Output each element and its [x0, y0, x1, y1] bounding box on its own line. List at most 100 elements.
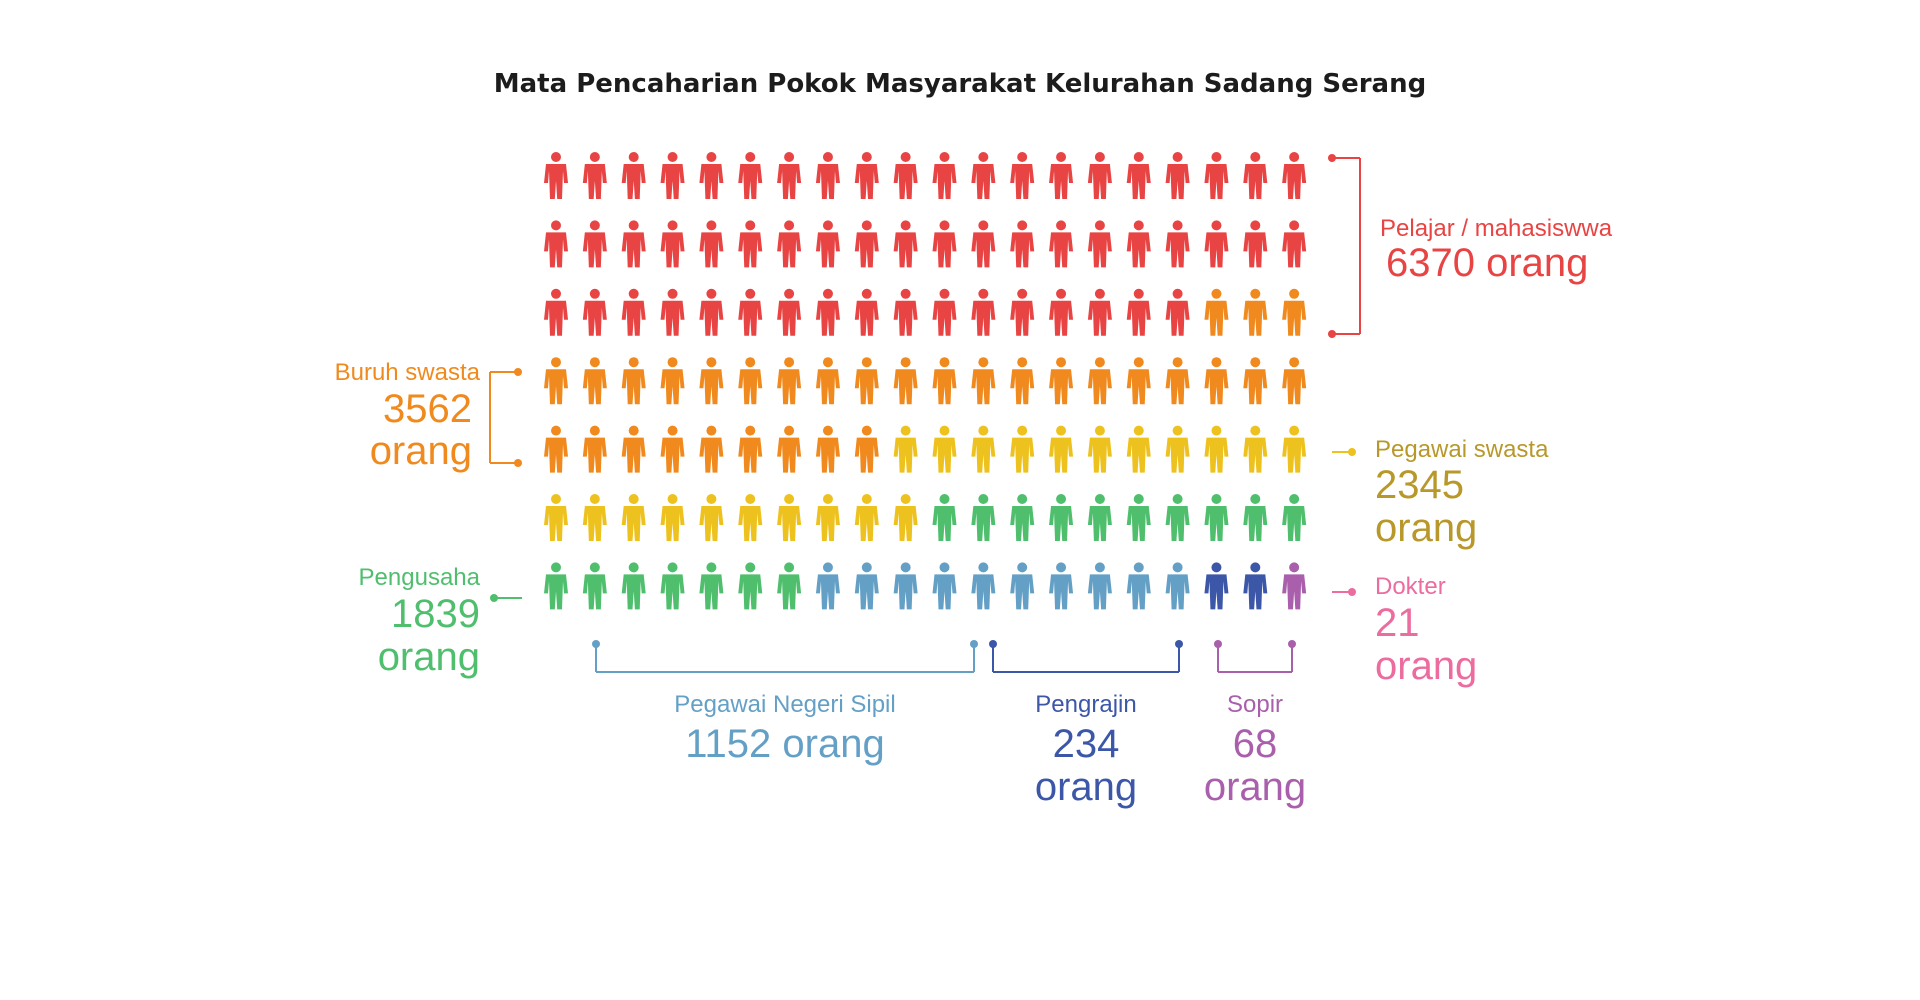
person-icon-buruh-swasta: [1282, 288, 1307, 336]
person-icon-pegawai-swasta: [893, 425, 918, 473]
unit-pengrajin: orang: [1035, 765, 1137, 809]
person-icon-pelajar-mahasiswwa: [777, 220, 802, 268]
person-icon-pelajar-mahasiswwa: [699, 152, 724, 199]
person-icon-pelajar-mahasiswwa: [1049, 220, 1074, 268]
person-icon-pegawai-swasta: [1204, 425, 1229, 473]
person-icon-pelajar-mahasiswwa: [660, 288, 685, 336]
person-icon-pelajar-mahasiswwa: [582, 152, 607, 199]
person-icon-buruh-swasta: [582, 425, 607, 473]
annotation-pelajar: Pelajar / mahasiswwa 6370 orang: [1328, 154, 1613, 338]
person-icon-buruh-swasta: [544, 425, 568, 473]
person-icon-pegawai-swasta: [854, 494, 879, 541]
person-icon-pengusaha: [932, 494, 957, 541]
value-buruh: 3562: [383, 387, 472, 431]
person-icon-pelajar-mahasiswwa: [544, 288, 568, 336]
person-icon-pengusaha: [660, 562, 685, 610]
person-icon-pengusaha: [1010, 494, 1035, 541]
person-icon-pengusaha: [582, 562, 607, 610]
person-icon-pegawai-swasta: [932, 425, 957, 473]
person-icon-buruh-swasta: [544, 357, 568, 405]
person-icon-pegawai-swasta: [777, 494, 802, 541]
bracket-buruh: [489, 368, 522, 467]
person-icon-pelajar-mahasiswwa: [815, 288, 840, 336]
person-icon-pelajar-mahasiswwa: [854, 152, 879, 199]
person-icon-pegawai-negeri-sipil: [1165, 562, 1190, 610]
person-icon-pelajar-mahasiswwa: [1126, 288, 1151, 336]
person-icon-pelajar-mahasiswwa: [699, 288, 724, 336]
person-icon-buruh-swasta: [1243, 357, 1268, 405]
annotation-pns: Pegawai Negeri Sipil 1152 orang: [592, 640, 978, 766]
person-icon-pelajar-mahasiswwa: [544, 220, 568, 268]
person-icon-pegawai-negeri-sipil: [1010, 562, 1035, 610]
person-icon-buruh-swasta: [738, 357, 763, 405]
person-icon-buruh-swasta: [854, 425, 879, 473]
person-icon-pelajar-mahasiswwa: [1165, 152, 1190, 199]
value-pengrajin: 234: [1053, 722, 1120, 766]
person-icon-pelajar-mahasiswwa: [1010, 152, 1035, 199]
person-icon-buruh-swasta: [1204, 288, 1229, 336]
person-icon-pelajar-mahasiswwa: [777, 152, 802, 199]
person-icon-pelajar-mahasiswwa: [1165, 220, 1190, 268]
person-icon-buruh-swasta: [1010, 357, 1035, 405]
person-icon-pelajar-mahasiswwa: [1049, 152, 1074, 199]
person-icon-pegawai-swasta: [1282, 425, 1307, 473]
person-icon-buruh-swasta: [1087, 357, 1112, 405]
value-pelajar: 6370 orang: [1386, 241, 1588, 285]
unit-sopir: orang: [1204, 765, 1306, 809]
annotation-pegawai-swasta: Pegawai swasta 2345 orang: [1332, 436, 1549, 550]
person-icon-pelajar-mahasiswwa: [815, 220, 840, 268]
label-pengrajin: Pengrajin: [1035, 691, 1136, 718]
bracket-sopir: [1214, 640, 1296, 673]
unit-dokter: orang: [1375, 644, 1477, 688]
person-icon-pegawai-swasta: [738, 494, 763, 541]
person-icon-pegawai-negeri-sipil: [893, 562, 918, 610]
person-icon-pengrajin: [1243, 562, 1268, 610]
person-icon-pelajar-mahasiswwa: [777, 288, 802, 336]
person-icon-pelajar-mahasiswwa: [1010, 220, 1035, 268]
unit-pengusaha: orang: [378, 635, 480, 679]
person-icon-pengrajin: [1204, 562, 1229, 610]
person-icon-pelajar-mahasiswwa: [1282, 220, 1307, 268]
person-icon-pelajar-mahasiswwa: [1204, 152, 1229, 199]
unit-pegawai-swasta: orang: [1375, 506, 1477, 550]
person-icon-pegawai-swasta: [1087, 425, 1112, 473]
person-icon-pengusaha: [699, 562, 724, 610]
person-icon-buruh-swasta: [815, 357, 840, 405]
person-icon-pelajar-mahasiswwa: [932, 220, 957, 268]
person-icon-pelajar-mahasiswwa: [971, 152, 996, 199]
person-icon-pelajar-mahasiswwa: [893, 288, 918, 336]
person-icon-pelajar-mahasiswwa: [1165, 288, 1190, 336]
person-icon-pelajar-mahasiswwa: [1243, 220, 1268, 268]
person-icon-buruh-swasta: [1126, 357, 1151, 405]
person-icon-buruh-swasta: [1049, 357, 1074, 405]
bracket-pegawai-swasta: [1332, 448, 1356, 456]
person-icon-pengusaha: [621, 562, 646, 610]
person-icon-pegawai-swasta: [1049, 425, 1074, 473]
person-icon-pengusaha: [1204, 494, 1229, 541]
label-pengusaha: Pengusaha: [359, 564, 481, 591]
person-icon-pengusaha: [1282, 494, 1307, 541]
person-icon-buruh-swasta: [971, 357, 996, 405]
person-icon-pelajar-mahasiswwa: [621, 288, 646, 336]
person-icon-pelajar-mahasiswwa: [1087, 288, 1112, 336]
person-icon-pelajar-mahasiswwa: [893, 152, 918, 199]
person-icon-pelajar-mahasiswwa: [1126, 220, 1151, 268]
person-icon-pegawai-swasta: [1126, 425, 1151, 473]
value-pns: 1152 orang: [685, 722, 884, 766]
person-icon-pegawai-negeri-sipil: [1087, 562, 1112, 610]
person-icon-pegawai-swasta: [815, 494, 840, 541]
value-dokter: 21: [1375, 601, 1420, 645]
person-icon-buruh-swasta: [893, 357, 918, 405]
annotation-pengusaha: Pengusaha 1839 orang: [359, 564, 522, 679]
bracket-dokter: [1332, 588, 1356, 596]
person-icon-buruh-swasta: [621, 425, 646, 473]
bracket-pengrajin: [989, 640, 1183, 673]
person-icon-pegawai-swasta: [582, 494, 607, 541]
person-icon-buruh-swasta: [1243, 288, 1268, 336]
person-icon-pengusaha: [544, 562, 568, 610]
person-icon-pelajar-mahasiswwa: [932, 152, 957, 199]
person-icon-pengusaha: [777, 562, 802, 610]
person-icon-pegawai-swasta: [1243, 425, 1268, 473]
person-icon-pelajar-mahasiswwa: [1010, 288, 1035, 336]
